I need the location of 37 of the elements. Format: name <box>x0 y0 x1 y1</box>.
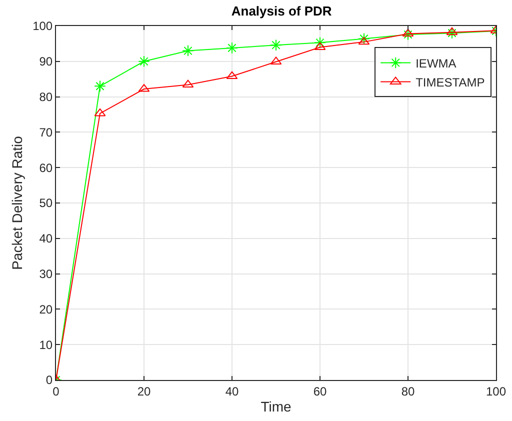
x-tick-label: 60 <box>313 384 327 398</box>
y-tick-label: 20 <box>39 302 53 316</box>
legend-label: TIMESTAMP <box>416 75 485 90</box>
point <box>446 27 458 39</box>
point <box>270 39 282 52</box>
point <box>226 42 238 54</box>
y-tick-label: 40 <box>39 232 53 246</box>
line-series <box>56 26 496 380</box>
point <box>138 56 150 68</box>
x-tick-label: 40 <box>225 384 239 398</box>
x-tick-label: 80 <box>401 384 415 398</box>
y-axis-title: Packet Delivery Ratio <box>9 136 26 270</box>
point <box>94 80 106 92</box>
legend-label: IEWMA <box>416 56 456 70</box>
point <box>358 36 370 45</box>
y-tick-label: 50 <box>39 196 53 210</box>
chart-title: Analysis of PDR <box>231 3 332 18</box>
y-tick-label: 90 <box>39 54 53 69</box>
point <box>182 44 194 57</box>
point <box>314 36 326 49</box>
point <box>446 27 458 36</box>
point <box>402 28 414 40</box>
y-tick-label: 60 <box>39 160 53 175</box>
point <box>94 108 106 116</box>
y-tick-label: 70 <box>39 125 53 140</box>
y-tick-label: 0 <box>46 373 53 388</box>
point <box>402 28 414 37</box>
x-tick-label: 100 <box>486 384 506 398</box>
y-tick-label: 100 <box>32 19 53 34</box>
point <box>226 71 238 80</box>
x-tick-label: 20 <box>137 384 151 398</box>
point <box>182 80 194 88</box>
x-axis-title: Time <box>260 398 292 415</box>
y-tick-label: 10 <box>39 338 53 352</box>
point <box>358 32 370 45</box>
y-tick-label: 30 <box>39 267 53 281</box>
y-tick-label: 80 <box>39 90 53 104</box>
